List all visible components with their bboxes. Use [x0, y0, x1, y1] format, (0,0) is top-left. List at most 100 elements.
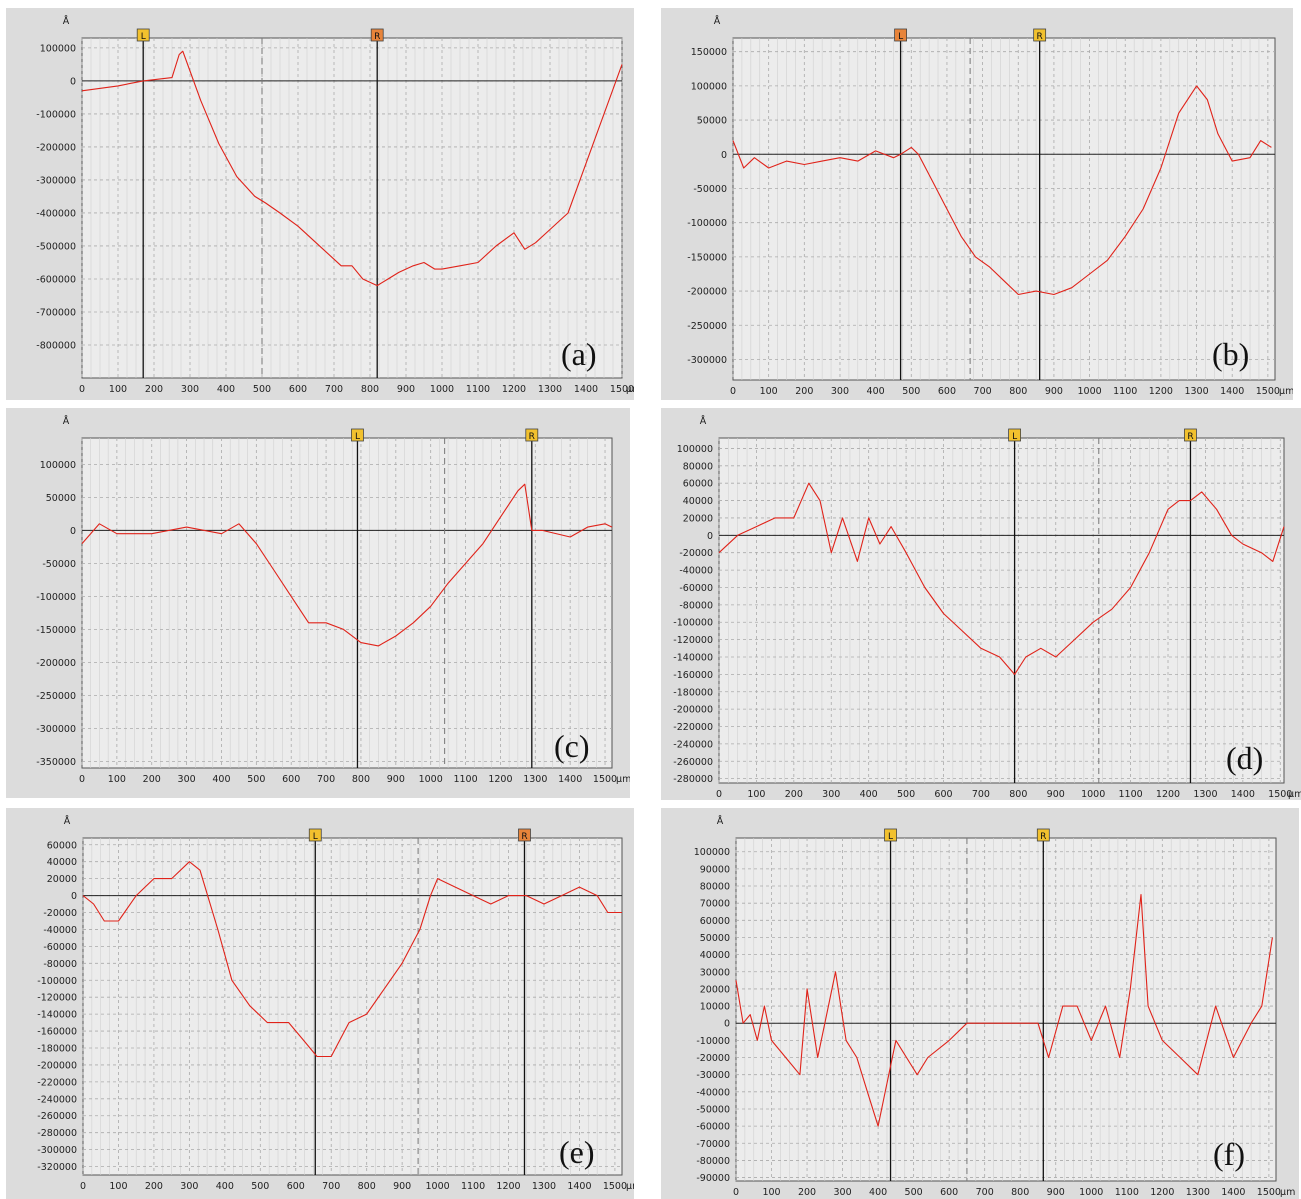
profile-series-line [81, 483, 613, 647]
x-tick-label: 1300 [538, 384, 562, 395]
y-tick-label: -60000 [696, 1122, 730, 1133]
x-tick-label: 600 [287, 1181, 305, 1192]
y-tick-label: -200000 [673, 705, 713, 716]
y-tick-label: -320000 [37, 1162, 77, 1173]
plot-area [732, 37, 1276, 381]
y-tick-label: -200000 [36, 142, 76, 153]
y-tick-label: -200000 [36, 658, 76, 669]
y-tick-label: -150000 [36, 625, 76, 636]
x-tick-label: 0 [79, 774, 85, 785]
y-tick-label: -350000 [36, 757, 76, 768]
x-tick-label: 400 [860, 789, 878, 800]
x-tick-label: 300 [831, 386, 849, 397]
y-tick-label: 20000 [683, 513, 713, 524]
x-tick-label: 1500 [1268, 789, 1292, 800]
y-unit-label: Å [717, 815, 724, 827]
panel-caption-f: (f) [1213, 1136, 1245, 1172]
cursor-r-flag [1184, 428, 1197, 442]
x-tick-label: 500 [897, 789, 915, 800]
x-tick-label: 1100 [1113, 386, 1137, 397]
cursor-r-flag [370, 28, 384, 42]
y-tick-label: 50000 [46, 493, 76, 504]
x-tick-label: 300 [181, 384, 199, 395]
y-tick-label: -50000 [696, 1104, 730, 1115]
y-tick-label: 50000 [697, 116, 727, 127]
cursor-r-label: R [1040, 832, 1046, 842]
panel-a: 0 100 200 300 400 500 600 700 800 900 1000 1100 1200… [6, 8, 634, 400]
x-tick-label: 100 [762, 1187, 780, 1198]
chart-b: 0 100 200 300 400 500 600 700 800 900 1000 1100 1200… [687, 15, 1293, 397]
x-tick-label: 600 [940, 1187, 958, 1198]
y-tick-label: -60000 [43, 942, 77, 953]
x-unit-label: µm [1282, 789, 1301, 800]
x-tick-label: 400 [212, 774, 230, 785]
y-tick-label: -100000 [36, 109, 76, 120]
y-tick-label: 60000 [47, 840, 77, 851]
profile-series-line [718, 482, 1285, 675]
x-tick-label: 1100 [1118, 789, 1142, 800]
x-tick-label: 1300 [532, 1181, 556, 1192]
y-tick-label: -700000 [36, 307, 76, 318]
y-tick-label: -250000 [687, 321, 727, 332]
x-tick-label: 1000 [1079, 1187, 1103, 1198]
x-tick-label: 700 [325, 384, 343, 395]
y-tick-label: 100000 [40, 460, 76, 471]
y-tick-label: -20000 [43, 908, 77, 919]
x-unit-label: µm [1273, 386, 1293, 397]
x-tick-label: 200 [795, 386, 813, 397]
x-tick-label: 1400 [1231, 789, 1255, 800]
y-tick-label: -50000 [693, 184, 727, 195]
x-tick-label: 0 [733, 1187, 739, 1198]
y-tick-label: 100000 [40, 43, 76, 54]
x-tick-label: 1400 [574, 384, 598, 395]
x-tick-label: 1000 [1077, 386, 1101, 397]
x-tick-label: 1300 [1184, 386, 1208, 397]
x-tick-label: 1300 [1186, 1187, 1210, 1198]
y-tick-label: 0 [70, 76, 76, 87]
panel-caption-b: (b) [1212, 336, 1250, 372]
y-tick-label: 150000 [691, 47, 727, 58]
y-tick-label: 80000 [700, 882, 730, 893]
plot-area [81, 437, 613, 769]
y-tick-label: -250000 [36, 691, 76, 702]
x-tick-label: 800 [1009, 789, 1027, 800]
y-tick-label: -100000 [36, 592, 76, 603]
y-tick-label: 50000 [700, 933, 730, 944]
x-tick-label: 900 [397, 384, 415, 395]
x-tick-label: 400 [216, 1181, 234, 1192]
panel-caption-e: (e) [559, 1134, 595, 1170]
x-tick-label: 700 [317, 774, 335, 785]
y-tick-label: -20000 [679, 548, 713, 559]
y-tick-label: -300000 [36, 724, 76, 735]
x-tick-label: 200 [785, 789, 803, 800]
x-tick-label: 400 [869, 1187, 887, 1198]
y-tick-label: 0 [724, 1019, 730, 1030]
y-tick-label: -20000 [696, 1053, 730, 1064]
x-unit-label: µm [1274, 1187, 1295, 1198]
x-tick-label: 700 [972, 789, 990, 800]
y-tick-label: 0 [71, 891, 77, 902]
panel-caption-c: (c) [554, 728, 590, 764]
x-tick-label: 400 [867, 386, 885, 397]
x-tick-label: 1500 [603, 1181, 627, 1192]
panel-e: 0 100 200 300 400 500 600 700 800 900 1000 1100 1200… [6, 808, 634, 1199]
x-tick-label: 200 [798, 1187, 816, 1198]
cursor-l-flag [884, 828, 897, 842]
y-tick-label: -240000 [673, 739, 713, 750]
x-tick-label: 1200 [1150, 1187, 1174, 1198]
y-tick-label: 60000 [683, 479, 713, 490]
y-tick-label: 40000 [47, 857, 77, 868]
panel-b: 0 100 200 300 400 500 600 700 800 900 1000 1100 1200… [661, 8, 1293, 400]
x-tick-label: 1000 [430, 384, 454, 395]
x-tick-label: 1200 [502, 384, 526, 395]
y-tick-label: -500000 [36, 241, 76, 252]
cursor-l-flag [136, 28, 150, 42]
y-tick-label: -300000 [37, 1145, 77, 1156]
y-tick-label: -160000 [673, 670, 713, 681]
cursor-l-label: L [313, 832, 318, 842]
y-tick-label: -300000 [36, 175, 76, 186]
y-tick-label: 0 [70, 526, 76, 537]
cursor-r-label: R [521, 832, 527, 842]
y-tick-label: 80000 [683, 461, 713, 472]
x-tick-label: 100 [109, 384, 127, 395]
